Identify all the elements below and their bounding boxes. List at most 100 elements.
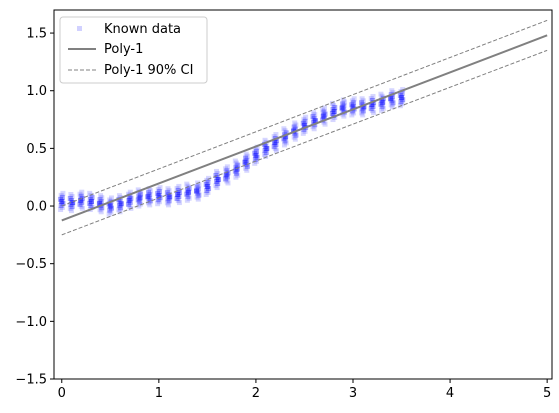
data-point-known-data xyxy=(78,197,84,203)
data-point-known-data xyxy=(204,187,210,193)
data-point-known-data xyxy=(224,178,230,184)
data-point-known-data xyxy=(58,206,64,212)
data-point-known-data xyxy=(118,201,124,207)
data-point-known-data xyxy=(291,134,297,140)
data-point-known-data xyxy=(264,145,270,151)
data-point-known-data xyxy=(205,189,211,195)
data-point-known-data xyxy=(243,155,249,161)
data-point-known-data xyxy=(136,189,142,195)
data-point-known-data xyxy=(224,168,230,174)
data-point-known-data xyxy=(203,181,209,187)
data-point-known-data xyxy=(176,200,182,206)
data-point-known-data xyxy=(368,96,374,101)
data-point-known-data xyxy=(184,197,190,203)
data-point-known-data xyxy=(174,196,180,202)
x-tick-label: 1 xyxy=(155,386,163,401)
data-point-known-data xyxy=(175,198,181,204)
data-point-known-data xyxy=(67,196,73,202)
data-point-known-data xyxy=(106,201,112,207)
data-point-known-data xyxy=(388,102,394,108)
legend-label-known-data: Known data xyxy=(104,22,181,37)
data-point-known-data xyxy=(242,159,248,165)
data-point-known-data xyxy=(235,172,241,178)
data-point-known-data xyxy=(145,194,151,200)
data-point-known-data xyxy=(351,96,357,102)
data-point-known-data xyxy=(186,185,192,191)
data-point-known-data xyxy=(389,88,395,94)
data-point-known-data xyxy=(234,170,239,176)
data-point-known-data xyxy=(108,195,114,201)
data-point-known-data xyxy=(214,185,220,191)
data-point-known-data xyxy=(223,176,229,182)
data-point-known-data xyxy=(126,201,132,207)
data-point-known-data xyxy=(261,151,267,157)
data-point-known-data xyxy=(186,195,192,201)
data-point-known-data xyxy=(164,200,170,206)
data-point-known-data xyxy=(349,102,355,108)
data-point-known-data xyxy=(282,128,288,134)
data-point-known-data xyxy=(174,185,180,191)
data-point-known-data xyxy=(369,98,375,104)
data-point-known-data xyxy=(167,194,173,200)
data-point-known-data xyxy=(283,140,289,146)
y-tick-label: 1.0 xyxy=(26,84,47,99)
data-point-known-data xyxy=(68,192,74,197)
data-point-known-data xyxy=(136,199,142,205)
data-point-known-data xyxy=(371,110,377,116)
data-point-known-data xyxy=(185,193,191,199)
data-point-known-data xyxy=(329,100,335,106)
data-point-known-data xyxy=(223,172,229,178)
data-point-known-data xyxy=(244,153,250,159)
data-point-known-data xyxy=(204,177,210,183)
data-point-known-data xyxy=(98,209,104,215)
data-point-known-data xyxy=(311,126,317,132)
data-point-known-data xyxy=(99,195,105,201)
data-point-known-data xyxy=(252,146,258,152)
data-point-known-data xyxy=(232,158,238,164)
data-point-known-data xyxy=(282,138,288,144)
data-point-known-data xyxy=(340,97,346,103)
data-point-known-data xyxy=(203,192,209,197)
data-point-known-data xyxy=(235,162,241,168)
data-point-known-data xyxy=(204,183,210,189)
data-point-known-data xyxy=(300,130,306,136)
data-point-known-data xyxy=(155,187,161,193)
x-tick-label: 4 xyxy=(446,386,454,401)
data-point-known-data xyxy=(116,207,122,213)
data-point-known-data xyxy=(300,120,306,126)
data-point-known-data xyxy=(283,134,289,140)
data-point-known-data xyxy=(233,164,239,170)
data-point-known-data xyxy=(97,207,103,213)
data-point-known-data xyxy=(359,110,365,116)
data-point-known-data xyxy=(301,116,307,122)
data-point-known-data xyxy=(59,204,65,210)
data-point-known-data xyxy=(262,137,268,143)
data-point-known-data xyxy=(166,188,172,194)
data-point-known-data xyxy=(166,202,172,208)
data-point-known-data xyxy=(274,138,279,144)
data-point-known-data xyxy=(379,107,385,113)
data-point-known-data xyxy=(341,103,347,109)
data-point-known-data xyxy=(138,201,144,207)
data-point-known-data xyxy=(215,177,221,183)
data-point-known-data xyxy=(293,122,299,128)
data-point-known-data xyxy=(194,188,200,194)
data-point-known-data xyxy=(303,114,309,120)
data-point-known-data xyxy=(292,120,298,126)
ci-lower-line xyxy=(61,49,548,236)
data-point-known-data xyxy=(368,106,374,112)
data-point-known-data xyxy=(58,202,64,208)
data-point-known-data xyxy=(146,186,152,192)
data-point-known-data xyxy=(252,156,258,162)
data-point-known-data xyxy=(166,198,172,204)
data-point-known-data xyxy=(186,189,192,195)
data-point-known-data xyxy=(155,197,161,203)
y-tick-label: −1.5 xyxy=(15,373,47,388)
data-point-known-data xyxy=(293,132,299,138)
data-point-known-data xyxy=(87,196,93,202)
data-point-known-data xyxy=(273,132,279,138)
data-point-known-data xyxy=(146,200,152,206)
data-point-known-data xyxy=(281,126,287,132)
data-point-known-data xyxy=(147,198,153,204)
y-tick-label: −0.5 xyxy=(15,257,47,272)
